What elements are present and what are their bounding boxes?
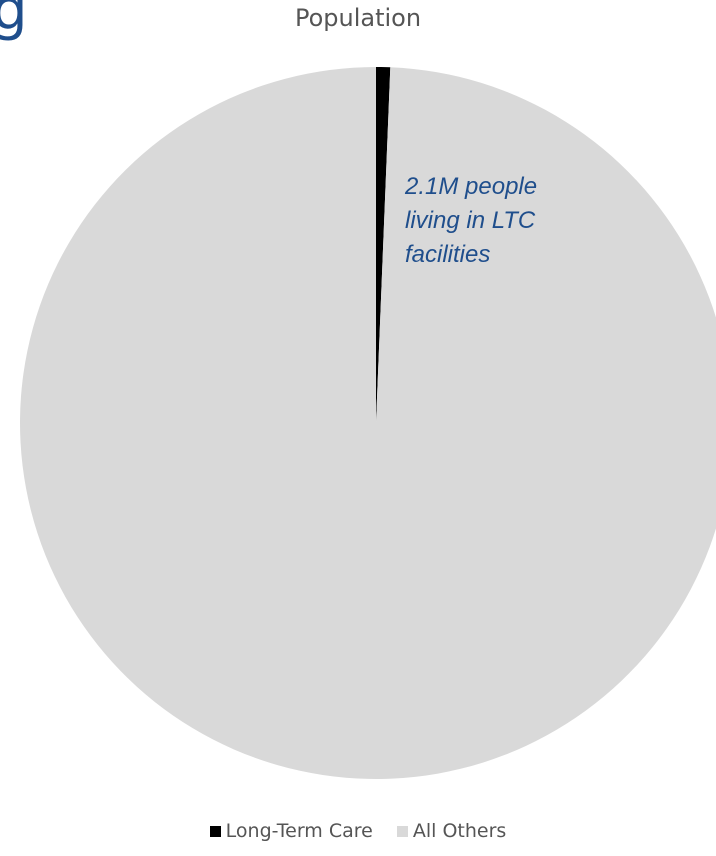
annotation-line-1: 2.1M people (405, 173, 538, 200)
cropped-title-glyph: g (0, 0, 28, 43)
pie-slice-long-term-care (376, 67, 391, 423)
annotation-line-2: living in LTC (405, 207, 536, 234)
legend-item-all-others: All Others (396, 820, 507, 842)
legend-label-all-others: All Others (412, 820, 507, 842)
pie-slice-all-others (20, 67, 716, 779)
legend: Long-Term Care All Others (0, 820, 716, 842)
ltc-annotation: 2.1M people living in LTC facilities (405, 170, 585, 272)
chart-title: Population (294, 4, 422, 32)
annotation-line-3: facilities (405, 241, 491, 268)
legend-label-long-term-care: Long-Term Care (225, 820, 373, 842)
legend-swatch-long-term-care (209, 825, 221, 837)
pie-slices (20, 67, 716, 779)
legend-item-long-term-care: Long-Term Care (209, 820, 373, 842)
legend-swatch-all-others (396, 825, 408, 837)
